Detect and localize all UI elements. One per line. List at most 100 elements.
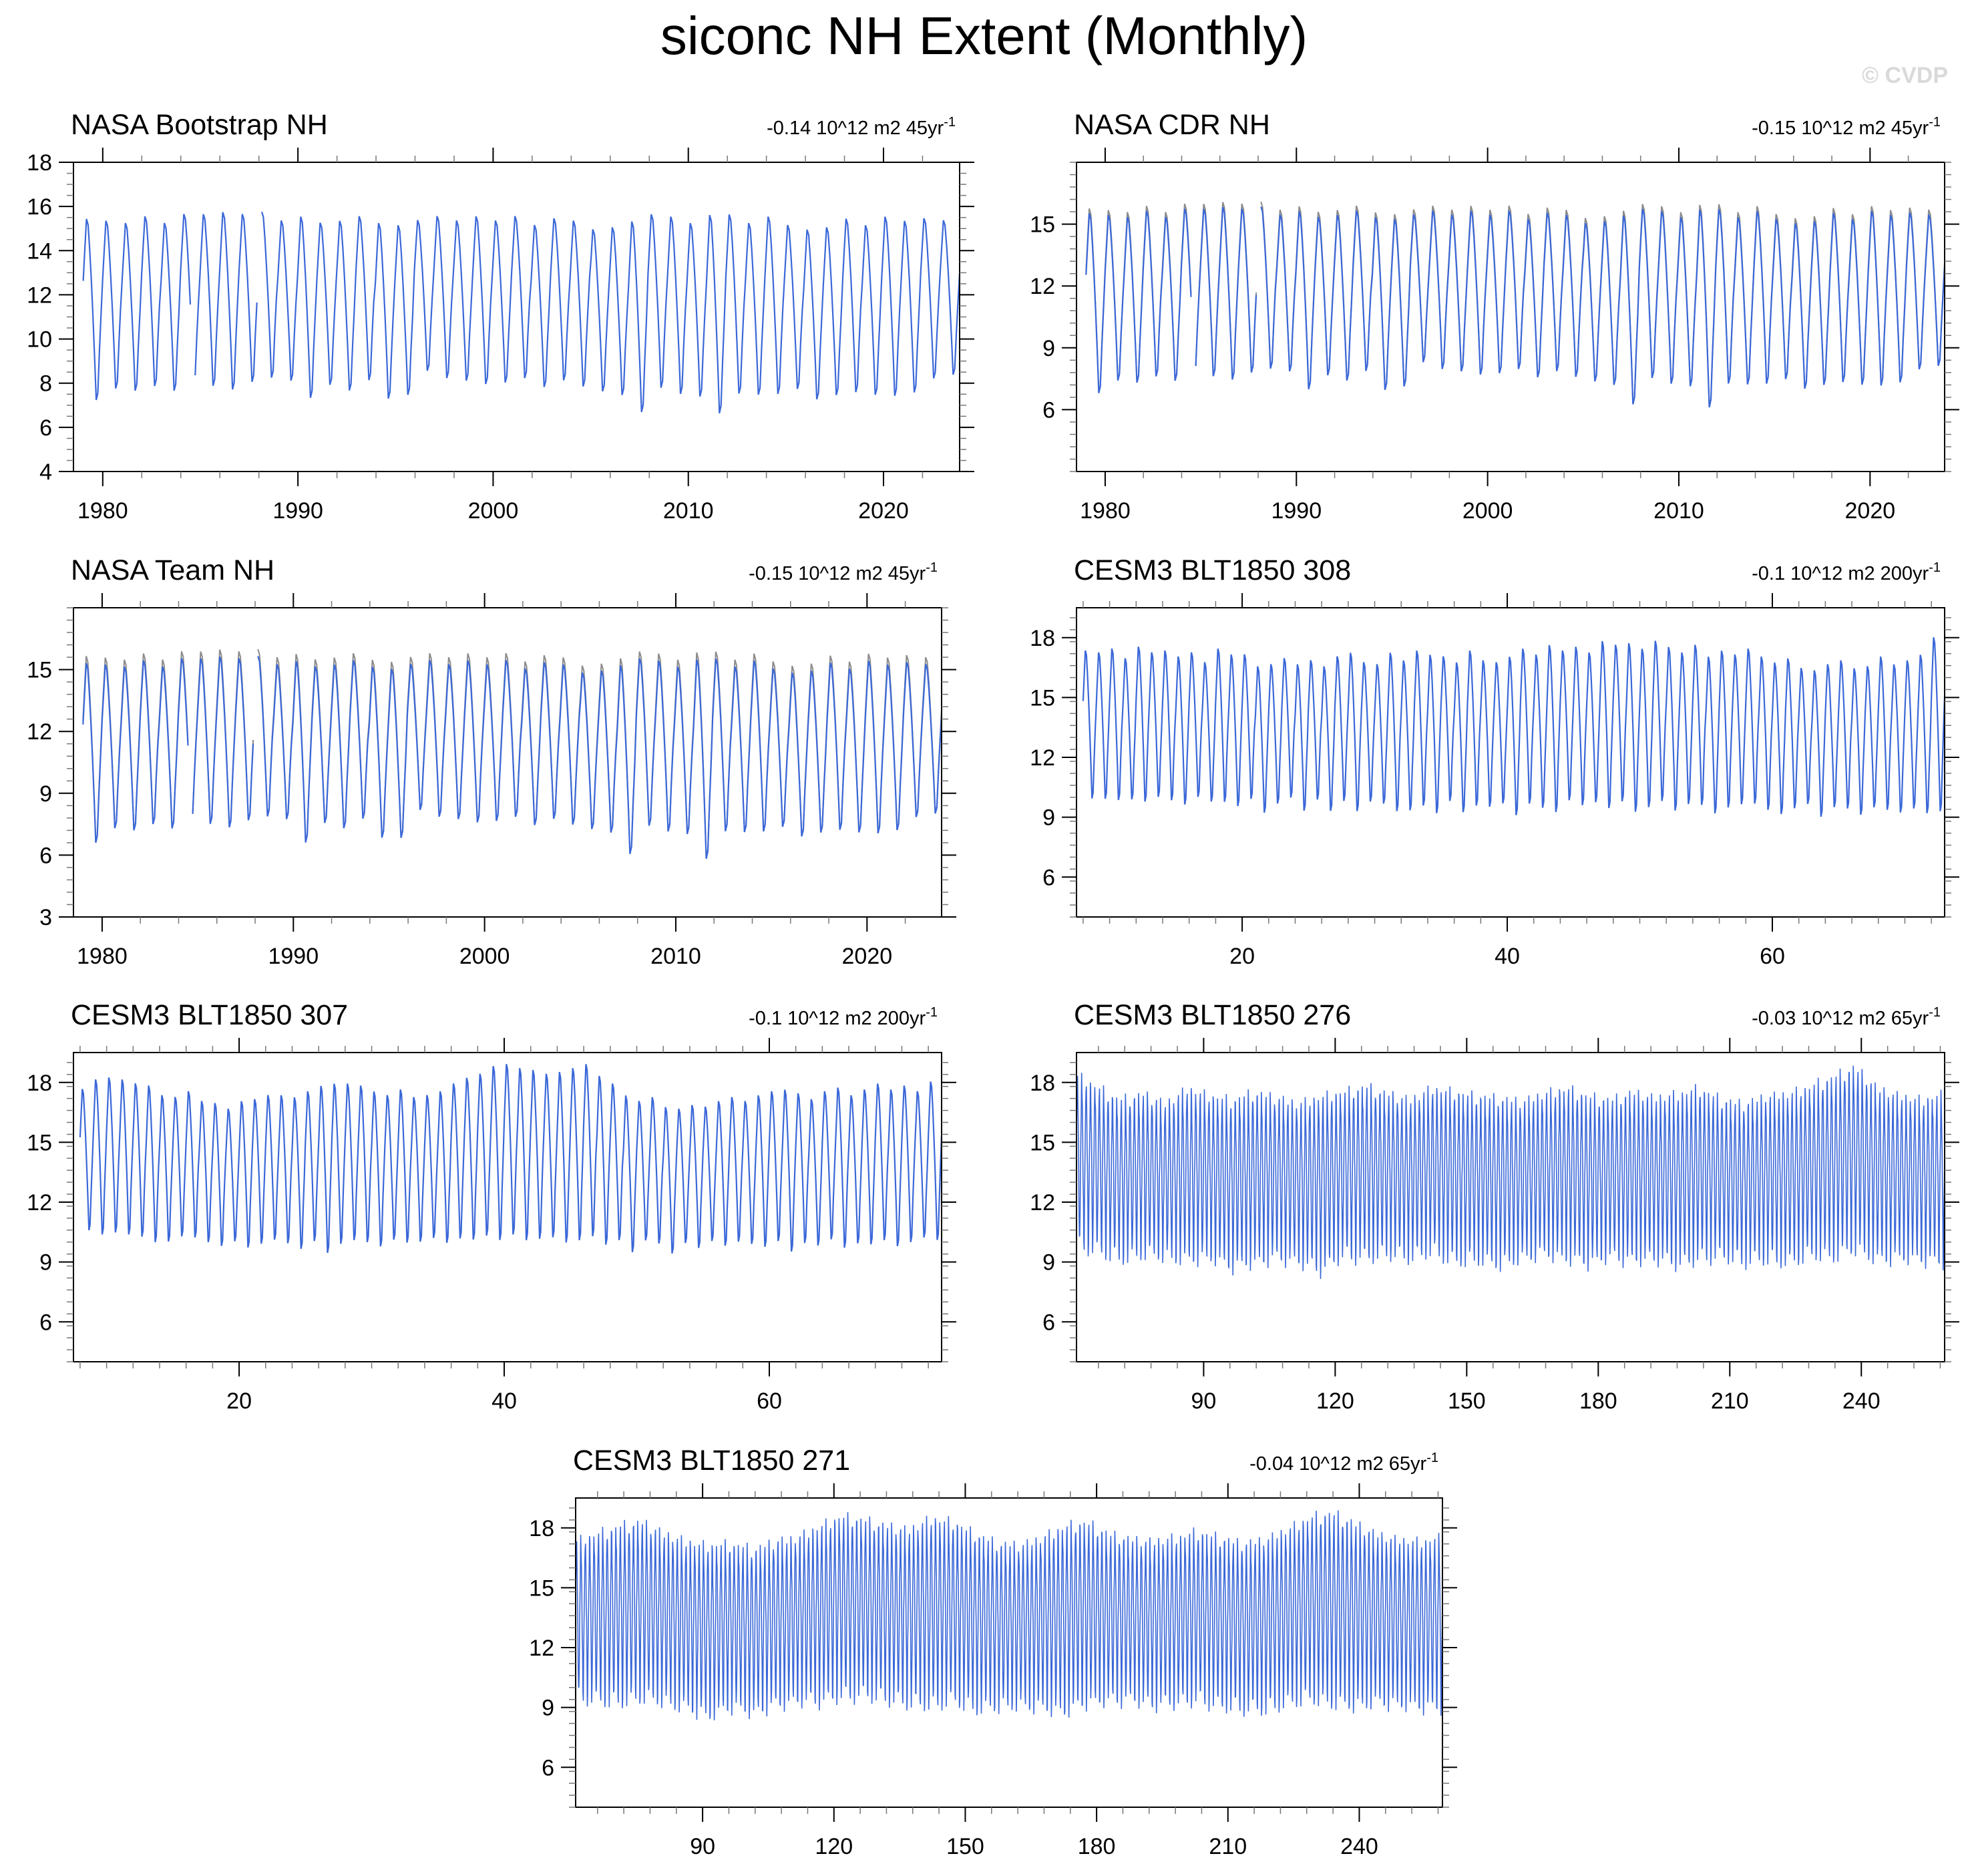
x-tick-label: 90	[1191, 1388, 1216, 1414]
chart-panel-7: CESM3 BLT1850 271 -0.04 10^12 m2 65yr-1 6 9…	[529, 1445, 1457, 1859]
y-tick-label: 6	[39, 843, 52, 868]
panel-title: CESM3 BLT1850 307	[71, 999, 348, 1031]
plot-frame	[1076, 162, 1945, 472]
x-tick-label: 1980	[77, 498, 128, 524]
series-line	[1082, 637, 1945, 817]
y-tick-label: 4	[39, 459, 52, 485]
x-tick-label: 150	[946, 1834, 984, 1859]
x-tick-label: 120	[1316, 1388, 1354, 1414]
y-tick-label: 15	[1030, 1130, 1055, 1155]
x-tick-label: 120	[815, 1834, 853, 1859]
series-line	[576, 1510, 1442, 1720]
trend-label: -0.15 10^12 m2 45yr-1	[1752, 115, 1941, 139]
x-tick-label: 1990	[272, 498, 323, 524]
y-tick-label: 15	[1030, 212, 1055, 238]
y-tick-label: 9	[39, 781, 52, 807]
y-tick-label: 9	[1042, 805, 1055, 831]
y-tick-label: 15	[27, 658, 52, 683]
x-tick-label: 150	[1448, 1388, 1486, 1414]
chart-panel-6: CESM3 BLT1850 276 -0.03 10^12 m2 65yr-1 6 9…	[1030, 999, 1959, 1414]
y-tick-label: 6	[39, 415, 52, 441]
x-tick-label: 2000	[1462, 498, 1513, 524]
x-tick-label: 60	[1760, 944, 1785, 969]
y-tick-label: 6	[542, 1755, 554, 1780]
panel-title: CESM3 BLT1850 308	[1074, 554, 1351, 586]
x-tick-label: 2010	[1653, 498, 1704, 524]
y-tick-label: 9	[1042, 336, 1055, 361]
y-tick-label: 9	[542, 1696, 554, 1721]
y-tick-label: 15	[27, 1130, 52, 1155]
y-tick-label: 8	[39, 371, 52, 397]
y-tick-label: 12	[27, 1190, 52, 1215]
series-line	[1085, 206, 1945, 408]
y-tick-label: 9	[1042, 1250, 1055, 1276]
panel-title: NASA CDR NH	[1074, 109, 1270, 141]
x-tick-label: 60	[757, 1388, 782, 1414]
y-tick-label: 18	[27, 150, 52, 176]
x-tick-label: 1980	[77, 944, 128, 969]
trend-label: -0.14 10^12 m2 45yr-1	[767, 115, 956, 139]
panel-title: NASA Bootstrap NH	[71, 109, 328, 141]
x-tick-label: 20	[226, 1388, 252, 1414]
y-tick-label: 15	[529, 1575, 554, 1601]
page-title: siconc NH Extent (Monthly)	[660, 6, 1308, 65]
y-tick-label: 14	[27, 238, 52, 264]
trend-exponent: -1	[1929, 115, 1941, 130]
plot-frame	[575, 1497, 1443, 1808]
panel-title: NASA Team NH	[71, 554, 274, 586]
x-tick-label: 2000	[468, 498, 519, 524]
trend-label: -0.15 10^12 m2 45yr-1	[749, 560, 938, 584]
series-line	[1076, 1065, 1945, 1280]
x-tick-label: 20	[1229, 944, 1255, 969]
series-line	[79, 1064, 942, 1254]
y-tick-label: 12	[27, 719, 52, 745]
x-tick-label: 40	[1495, 944, 1520, 969]
plot-frame	[73, 162, 960, 472]
trend-exponent: -1	[926, 560, 938, 575]
chart-panel-5: CESM3 BLT1850 307 -0.1 10^12 m2 200yr-1 6 9…	[27, 999, 956, 1414]
panel-title: CESM3 BLT1850 271	[573, 1445, 850, 1477]
watermark-logo: © CVDP	[1862, 63, 1948, 88]
y-tick-label: 10	[27, 327, 52, 353]
x-tick-label: 40	[491, 1388, 517, 1414]
trend-exponent: -1	[926, 1005, 938, 1020]
y-tick-label: 3	[39, 905, 52, 930]
y-tick-label: 12	[1030, 1190, 1055, 1215]
x-tick-label: 1990	[268, 944, 319, 969]
plot-frame	[73, 1052, 942, 1362]
plot-frame	[1076, 607, 1945, 918]
y-tick-label: 18	[529, 1516, 554, 1541]
y-tick-label: 12	[27, 283, 52, 308]
trend-exponent: -1	[944, 115, 956, 130]
trend-label: -0.1 10^12 m2 200yr-1	[1752, 560, 1941, 584]
y-tick-label: 6	[1042, 397, 1055, 423]
x-tick-label: 2020	[1845, 498, 1896, 524]
trend-exponent: -1	[1929, 1005, 1941, 1020]
y-tick-label: 9	[39, 1250, 52, 1276]
x-tick-label: 210	[1209, 1834, 1247, 1859]
x-tick-label: 210	[1711, 1388, 1749, 1414]
chart-panel-3: NASA Team NH -0.15 10^12 m2 45yr-1 3 6 9 12 15…	[27, 554, 956, 969]
x-tick-label: 1980	[1080, 498, 1131, 524]
x-tick-label: 1990	[1271, 498, 1322, 524]
x-tick-label: 240	[1842, 1388, 1881, 1414]
x-tick-label: 180	[1078, 1834, 1116, 1859]
x-tick-label: 180	[1579, 1388, 1617, 1414]
chart-panel-2: NASA CDR NH -0.15 10^12 m2 45yr-1 6 9 12 15 19…	[1030, 109, 1959, 524]
x-tick-label: 240	[1340, 1834, 1378, 1859]
series-line	[82, 656, 942, 860]
y-tick-label: 18	[1030, 626, 1055, 651]
x-tick-label: 2020	[858, 498, 909, 524]
y-tick-label: 6	[1042, 865, 1055, 890]
trend-label: -0.03 10^12 m2 65yr-1	[1752, 1005, 1941, 1029]
series-line	[82, 211, 960, 414]
y-tick-label: 6	[39, 1310, 52, 1335]
trend-label: -0.1 10^12 m2 200yr-1	[749, 1005, 938, 1029]
y-tick-label: 15	[1030, 685, 1055, 711]
plot-frame	[1076, 1052, 1945, 1362]
x-tick-label: 2010	[663, 498, 714, 524]
plot-frame	[73, 607, 942, 918]
y-tick-label: 6	[1042, 1310, 1055, 1335]
y-tick-label: 16	[27, 194, 52, 220]
